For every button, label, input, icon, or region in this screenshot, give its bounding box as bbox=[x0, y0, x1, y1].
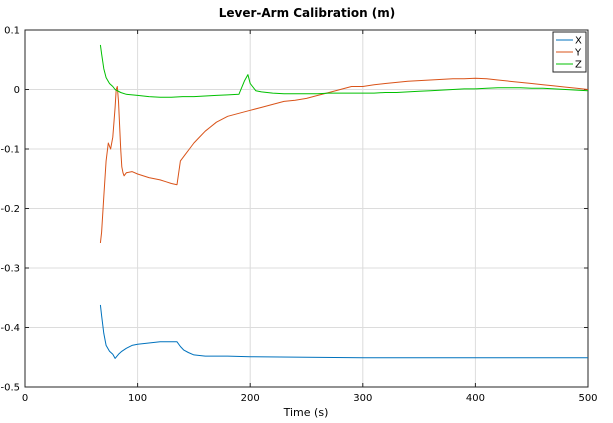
x-tick-label: 500 bbox=[578, 393, 597, 404]
legend-label-x: X bbox=[575, 36, 582, 47]
y-tick-label: 0 bbox=[14, 85, 20, 96]
x-tick-label: 300 bbox=[353, 393, 372, 404]
y-tick-label: -0.2 bbox=[0, 204, 20, 215]
y-tick-label: -0.4 bbox=[0, 323, 20, 334]
series-line-z bbox=[99, 44, 589, 98]
legend: XYZ bbox=[552, 31, 587, 73]
x-tick-label: 0 bbox=[22, 393, 28, 404]
series-lines bbox=[99, 44, 589, 359]
series-line-y bbox=[99, 77, 589, 244]
x-tick-label: 100 bbox=[128, 393, 147, 404]
x-tick-label: 200 bbox=[241, 393, 260, 404]
x-axis-ticks: 0 100 200 300 400 500 bbox=[22, 30, 598, 404]
legend-label-z: Z bbox=[575, 60, 582, 71]
y-tick-label: 0.1 bbox=[4, 26, 20, 37]
series-line-x bbox=[99, 304, 588, 359]
y-tick-label: -0.3 bbox=[0, 264, 20, 275]
y-tick-label: -0.5 bbox=[0, 383, 20, 394]
legend-label-y: Y bbox=[574, 48, 582, 59]
y-tick-label: -0.1 bbox=[0, 145, 20, 156]
chart-title: Lever-Arm Calibration (m) bbox=[219, 6, 396, 20]
y-axis-ticks: -0.5 -0.4 -0.3 -0.2 -0.1 0 0.1 bbox=[0, 26, 588, 394]
x-tick-label: 400 bbox=[466, 393, 485, 404]
x-axis-label: Time (s) bbox=[283, 406, 329, 419]
